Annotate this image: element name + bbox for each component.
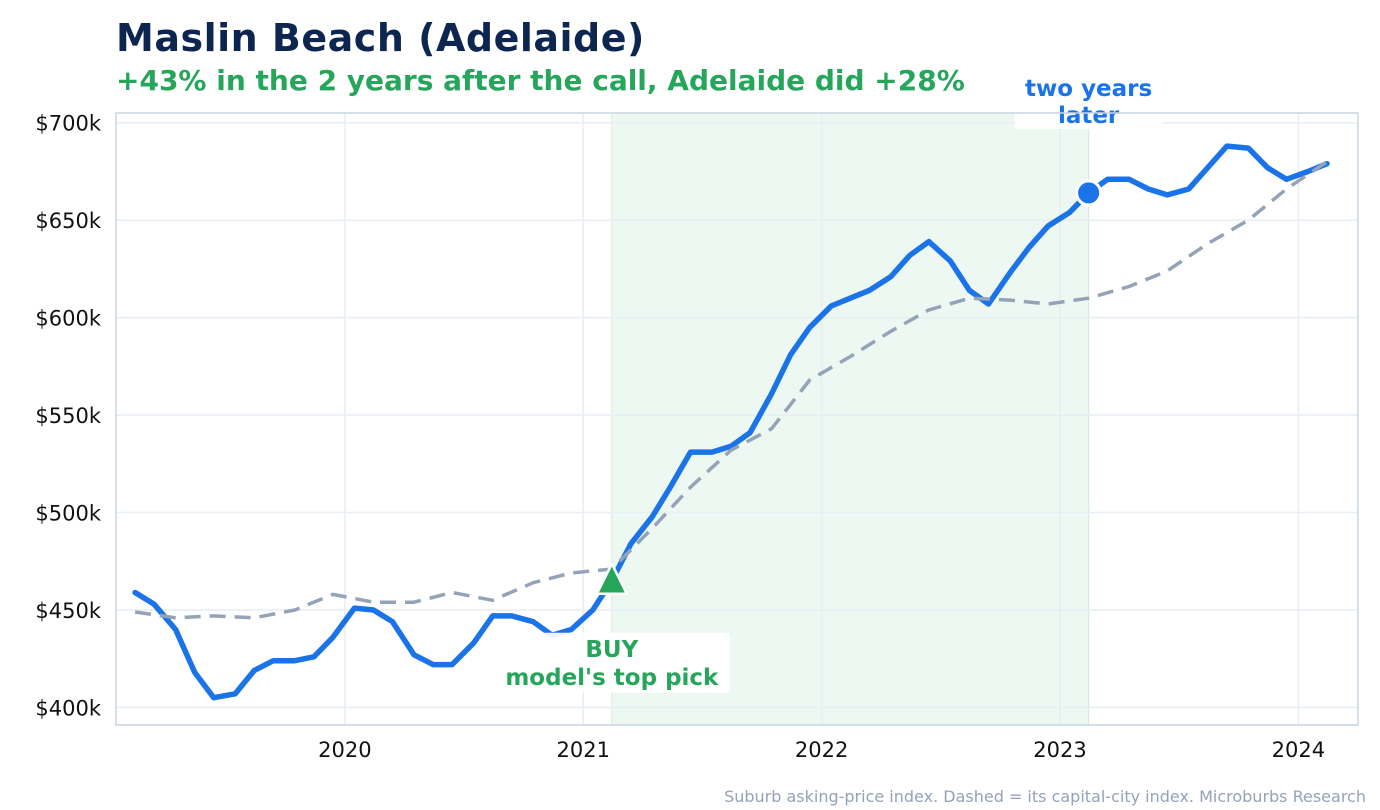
y-tick-label-3: $550k xyxy=(35,404,101,428)
two-years-annotation-box xyxy=(1014,73,1163,129)
buy-annotation-line-0: BUY xyxy=(585,637,638,663)
y-tick-label-4: $600k xyxy=(35,307,101,331)
city-index-line xyxy=(134,160,1328,620)
x-tick-label-2024: 2024 xyxy=(1272,738,1325,762)
buy-annotation-label: BUY model's top pick xyxy=(505,637,719,691)
x-tick-label-2021: 2021 xyxy=(557,738,610,762)
plot-frame xyxy=(115,112,1359,726)
x-tick-label-2023: 2023 xyxy=(1033,738,1086,762)
buy-annotation-box xyxy=(493,632,730,693)
suburb-index-line xyxy=(132,143,1330,701)
two-years-annotation-line-0: two years xyxy=(1025,76,1152,102)
two-years-annotation-line-1: later xyxy=(1058,103,1120,129)
y-tick-label-2: $500k xyxy=(35,502,101,526)
chart-subtitle: +43% in the 2 years after the call, Adel… xyxy=(116,64,965,97)
y-tick-label-1: $450k xyxy=(35,599,101,623)
x-tick-label-2020: 2020 xyxy=(318,738,371,762)
y-tick-label-5: $650k xyxy=(35,209,101,233)
chart-footnote: Suburb asking-price index. Dashed = its … xyxy=(724,787,1366,806)
buy-annotation-line-1: model's top pick xyxy=(505,665,719,691)
two-years-annotation-label: two years later xyxy=(1025,76,1152,129)
two-years-later-marker xyxy=(1075,179,1103,207)
y-tick-label-0: $400k xyxy=(35,696,101,720)
shaded-period xyxy=(611,113,1089,725)
chart-title: Maslin Beach (Adelaide) xyxy=(116,16,645,60)
x-tick-label-2022: 2022 xyxy=(795,738,848,762)
y-tick-label-6: $700k xyxy=(35,112,101,136)
buy-marker-triangle xyxy=(595,562,629,596)
